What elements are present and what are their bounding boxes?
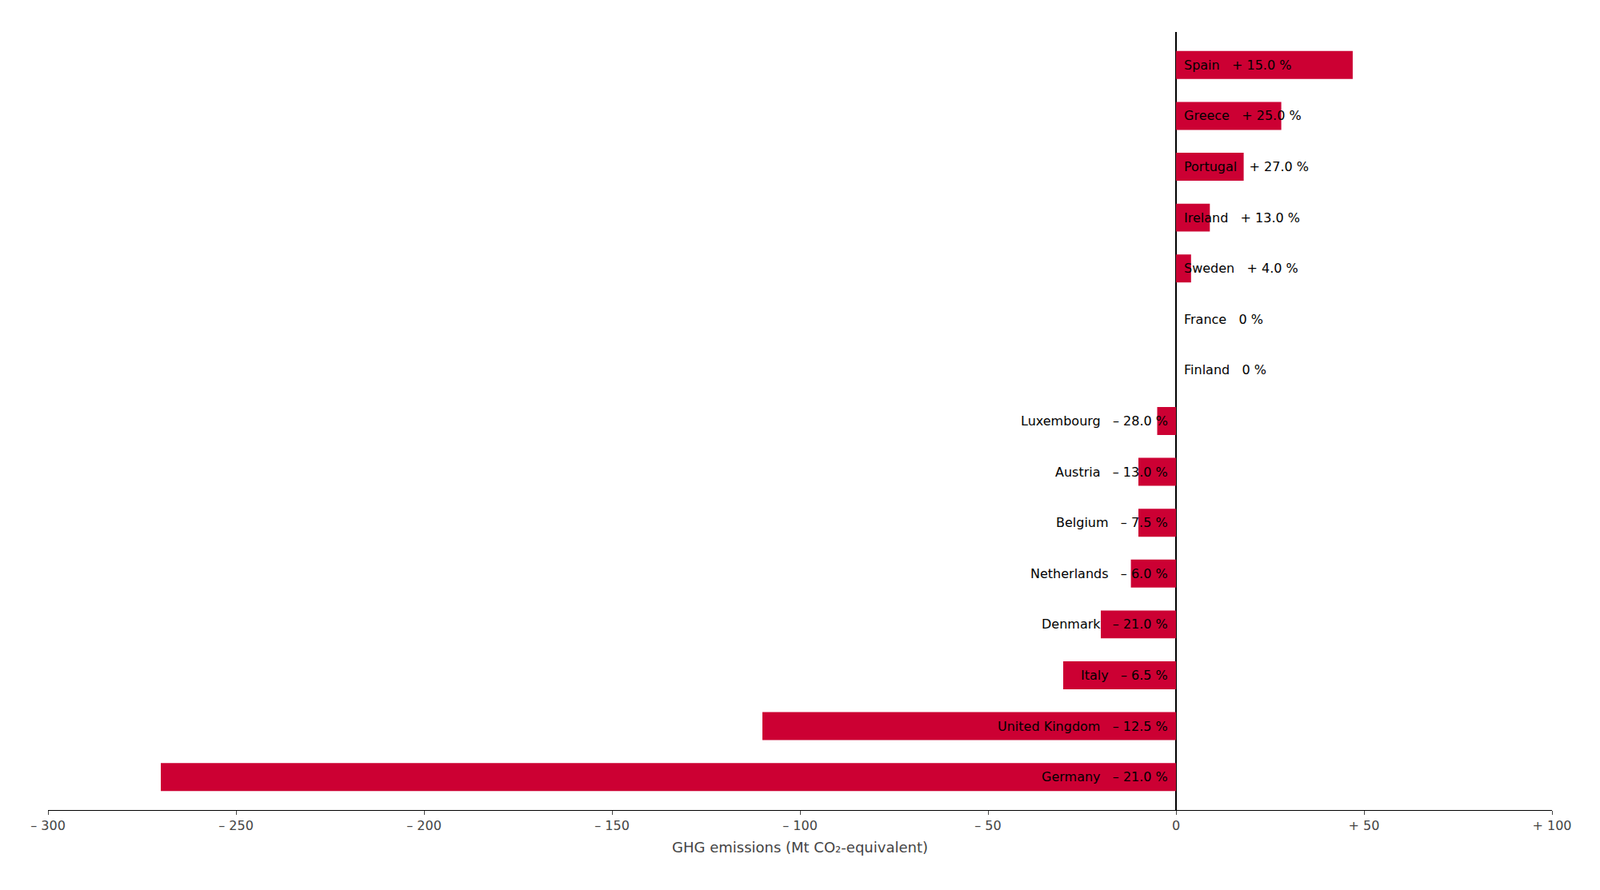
svg-text:Austria – 13.0 %: Austria – 13.0 % <box>1055 464 1168 480</box>
svg-text:– 250: – 250 <box>218 818 254 834</box>
svg-text:– 150: – 150 <box>594 818 630 834</box>
svg-text:Greece + 25.0 %: Greece + 25.0 % <box>1184 108 1302 124</box>
svg-text:United Kingdom – 12.5 %: United Kingdom – 12.5 % <box>997 719 1168 735</box>
svg-text:+ 50: + 50 <box>1348 818 1380 834</box>
svg-text:Italy – 6.5 %: Italy – 6.5 % <box>1080 668 1168 684</box>
svg-text:0: 0 <box>1172 818 1180 834</box>
svg-text:– 100: – 100 <box>782 818 818 834</box>
svg-text:Luxembourg – 28.0 %: Luxembourg – 28.0 % <box>1020 413 1168 429</box>
svg-text:Portugal + 27.0 %: Portugal + 27.0 % <box>1184 159 1309 175</box>
svg-text:France 0 %: France 0 % <box>1184 312 1264 328</box>
svg-text:Ireland + 13.0 %: Ireland + 13.0 % <box>1184 210 1300 226</box>
svg-text:GHG emissions (Mt CO₂-equivale: GHG emissions (Mt CO₂-equivalent) <box>672 839 928 856</box>
svg-text:Finland 0 %: Finland 0 % <box>1184 362 1267 378</box>
svg-text:Denmark – 21.0 %: Denmark – 21.0 % <box>1041 616 1168 632</box>
svg-text:– 300: – 300 <box>30 818 66 834</box>
svg-text:– 200: – 200 <box>406 818 442 834</box>
svg-text:+ 100: + 100 <box>1532 818 1572 834</box>
svg-text:Netherlands – 6.0 %: Netherlands – 6.0 % <box>1030 566 1168 582</box>
svg-text:– 50: – 50 <box>974 818 1001 834</box>
svg-text:Germany – 21.0 %: Germany – 21.0 % <box>1041 769 1168 785</box>
svg-text:Sweden + 4.0 %: Sweden + 4.0 % <box>1184 260 1299 276</box>
svg-text:Belgium – 7.5 %: Belgium – 7.5 % <box>1056 515 1168 531</box>
svg-text:Spain + 15.0 %: Spain + 15.0 % <box>1184 57 1292 73</box>
